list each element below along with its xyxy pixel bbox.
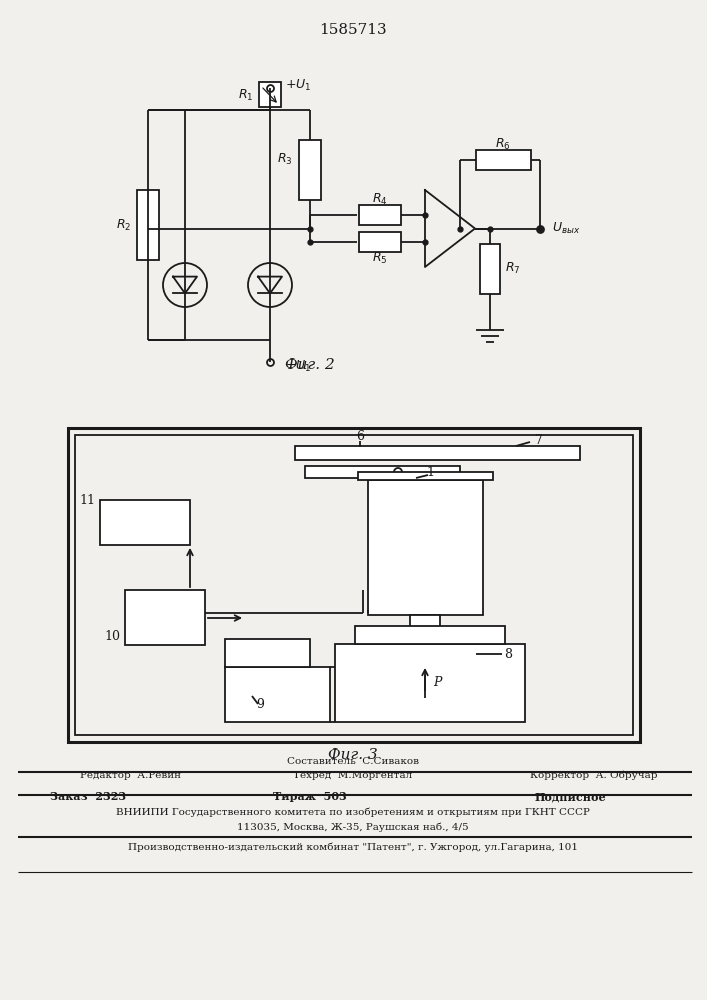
Text: Тираж  503: Тираж 503 <box>273 791 347 802</box>
Text: Фиг. 3: Фиг. 3 <box>328 748 378 762</box>
Text: Техред  М.Моргентал: Техред М.Моргентал <box>293 771 413 780</box>
Text: 1: 1 <box>426 466 434 479</box>
Bar <box>359 232 401 252</box>
Bar <box>295 446 580 460</box>
Text: $R_7$: $R_7$ <box>505 261 520 276</box>
Bar <box>410 615 440 673</box>
Text: 7: 7 <box>535 434 543 446</box>
Bar <box>100 500 190 545</box>
Text: 9: 9 <box>256 698 264 712</box>
Text: 10: 10 <box>104 631 120 644</box>
Text: $R_5$: $R_5$ <box>373 250 387 266</box>
Bar <box>305 466 460 478</box>
Text: Составитель  С.Сиваков: Составитель С.Сиваков <box>287 757 419 766</box>
Text: Корректор  А. Обручар: Корректор А. Обручар <box>530 770 658 780</box>
Bar <box>335 644 525 722</box>
Bar <box>476 150 530 170</box>
Bar <box>368 480 483 615</box>
Bar <box>225 639 310 667</box>
Bar <box>480 243 500 294</box>
Bar <box>68 428 640 742</box>
Bar <box>259 82 281 107</box>
Text: 6: 6 <box>356 430 364 444</box>
Text: Подписное: Подписное <box>534 791 606 802</box>
Text: $-U_1$: $-U_1$ <box>285 358 311 374</box>
Text: Заказ  2323: Заказ 2323 <box>50 791 126 802</box>
Text: Редактор  А.Ревин: Редактор А.Ревин <box>80 771 181 780</box>
Text: Производственно-издательский комбинат "Патент", г. Ужгород, ул.Гагарина, 101: Производственно-издательский комбинат "П… <box>128 842 578 852</box>
Bar <box>75 435 633 735</box>
Text: ВНИИПИ Государственного комитета по изобретениям и открытиям при ГКНТ СССР: ВНИИПИ Государственного комитета по изоб… <box>116 808 590 817</box>
Text: $R_6$: $R_6$ <box>495 136 511 152</box>
Text: 1585713: 1585713 <box>319 23 387 37</box>
Bar <box>442 640 474 668</box>
Bar <box>355 626 505 644</box>
Text: $R_2$: $R_2$ <box>116 217 131 233</box>
Bar <box>358 472 493 480</box>
Text: $R_1$: $R_1$ <box>238 87 253 103</box>
Bar <box>125 590 205 645</box>
Text: 8: 8 <box>504 648 512 660</box>
Text: $+U_1$: $+U_1$ <box>285 77 311 93</box>
Text: P: P <box>433 676 441 690</box>
Text: Фиг. 2: Фиг. 2 <box>285 358 335 372</box>
Text: $R_3$: $R_3$ <box>277 152 293 167</box>
Bar <box>299 139 321 200</box>
Bar <box>359 205 401 225</box>
Text: 113035, Москва, Ж-35, Раушская наб., 4/5: 113035, Москва, Ж-35, Раушская наб., 4/5 <box>237 822 469 832</box>
Bar <box>137 190 159 260</box>
Text: $U_{вых}$: $U_{вых}$ <box>552 221 580 236</box>
Bar <box>225 667 330 722</box>
Text: $R_4$: $R_4$ <box>372 191 388 207</box>
Text: 11: 11 <box>79 493 95 506</box>
